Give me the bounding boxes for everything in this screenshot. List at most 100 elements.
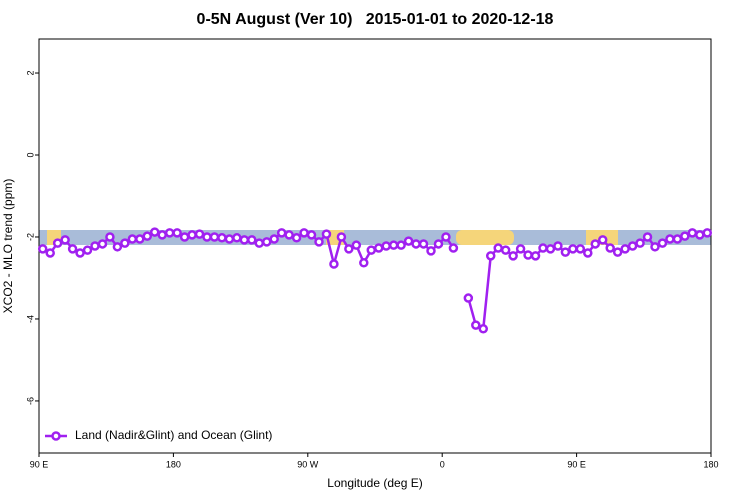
data-point — [485, 251, 496, 261]
x-tick-label: 90 E — [567, 459, 586, 469]
data-point — [381, 241, 391, 251]
land-patch — [456, 230, 514, 245]
data-point — [105, 232, 115, 242]
data-point — [627, 241, 638, 251]
data-point — [344, 244, 354, 254]
data-point — [336, 232, 347, 242]
data-point — [508, 251, 518, 261]
chart-title: 0-5N August (Ver 10) 2015-01-01 to 2020-… — [197, 11, 554, 28]
data-point — [523, 250, 533, 260]
data-point — [172, 228, 182, 238]
data-point — [590, 239, 601, 249]
data-point — [209, 232, 220, 242]
data-point — [441, 232, 451, 242]
data-point — [247, 235, 257, 245]
data-point — [75, 248, 85, 258]
y-tick-label: -2 — [25, 233, 35, 241]
data-point — [112, 242, 123, 252]
data-point — [500, 245, 511, 255]
data-point — [276, 228, 287, 238]
data-point — [366, 245, 377, 255]
data-point — [680, 231, 690, 241]
data-point — [605, 243, 615, 253]
data-point — [530, 251, 541, 261]
data-point — [597, 235, 608, 245]
data-point — [299, 228, 309, 238]
data-point — [217, 233, 227, 243]
data-point — [164, 228, 175, 238]
data-point — [620, 244, 630, 254]
data-point — [45, 248, 55, 258]
data-point — [478, 324, 489, 334]
data-point — [553, 241, 563, 251]
data-point — [702, 228, 713, 238]
data-point — [433, 239, 444, 249]
data-point — [306, 230, 317, 240]
data-point — [149, 227, 160, 237]
data-point — [515, 244, 526, 254]
data-point — [232, 233, 242, 243]
data-point — [67, 244, 78, 254]
data-point — [37, 244, 48, 254]
data-point — [52, 238, 63, 248]
data-point — [612, 247, 623, 257]
y-tick-label: -6 — [25, 397, 35, 405]
data-point — [471, 320, 481, 330]
data-point — [97, 239, 108, 249]
data-point — [657, 238, 668, 248]
data-point — [254, 238, 265, 248]
data-point — [396, 240, 406, 250]
data-point — [642, 232, 653, 242]
x-tick-label: 0 — [440, 459, 445, 469]
data-point — [411, 239, 421, 249]
data-point — [179, 232, 190, 242]
data-point — [493, 243, 503, 253]
data-point — [403, 236, 414, 246]
x-tick-label: 180 — [703, 459, 718, 469]
data-point — [90, 241, 100, 251]
data-point — [448, 243, 459, 253]
data-point — [672, 234, 683, 244]
data-point — [194, 229, 205, 239]
legend-marker — [51, 431, 61, 441]
data-point — [388, 240, 399, 250]
data-point — [359, 258, 369, 268]
data-point — [568, 244, 578, 254]
y-axis-label: XCO2 - MLO trend (ppm) — [1, 179, 15, 314]
data-point — [60, 235, 70, 245]
data-point — [135, 234, 145, 244]
data-point — [538, 243, 548, 253]
x-tick-label: 90 E — [30, 459, 49, 469]
data-point — [695, 230, 705, 240]
data-point — [157, 230, 167, 240]
data-point — [321, 229, 332, 239]
data-point — [418, 239, 429, 249]
legend-label: Land (Nadir&Glint) and Ocean (Glint) — [75, 428, 272, 442]
y-tick-label: -4 — [25, 315, 35, 323]
data-point — [426, 246, 436, 256]
data-point — [329, 259, 339, 269]
data-point — [127, 234, 138, 244]
data-point — [650, 242, 660, 252]
data-point — [82, 245, 93, 255]
data-point — [269, 234, 279, 244]
data-point — [575, 244, 586, 254]
data-point — [291, 233, 302, 243]
y-tick-label: 0 — [25, 152, 35, 157]
data-point — [583, 248, 593, 258]
data-point — [463, 293, 474, 303]
data-point — [314, 237, 324, 247]
x-tick-label: 90 W — [297, 459, 319, 469]
data-point — [665, 234, 675, 244]
x-tick-label: 180 — [166, 459, 181, 469]
data-point — [373, 243, 384, 253]
x-axis-label: Longitude (deg E) — [327, 476, 422, 490]
data-point — [545, 244, 556, 254]
data-point — [687, 228, 698, 238]
data-point — [224, 234, 235, 244]
data-point — [284, 230, 294, 240]
data-point — [202, 232, 212, 242]
data-point — [560, 247, 571, 257]
y-tick-label: 2 — [25, 71, 35, 76]
